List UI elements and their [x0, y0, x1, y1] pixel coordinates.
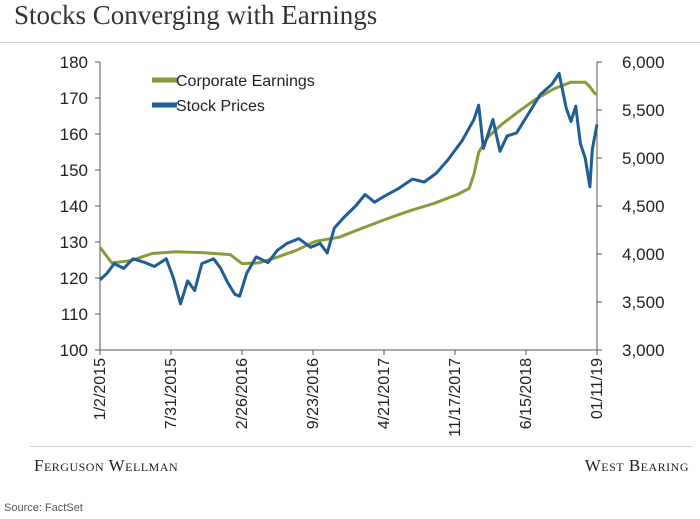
right-tick-label: 3,000	[622, 341, 665, 360]
right-tick-label: 4,500	[622, 197, 665, 216]
left-tick-label: 130	[60, 233, 88, 252]
chart-title: Stocks Converging with Earnings	[14, 0, 378, 30]
left-tick-label: 160	[60, 125, 88, 144]
source-note: Source: FactSet	[4, 502, 83, 514]
bottom-divider	[30, 446, 692, 447]
footer-brand-right: West Bearing	[584, 456, 689, 475]
left-tick-label: 100	[60, 341, 88, 360]
right-tick-label: 4,000	[622, 245, 665, 264]
footer-brand-left: Ferguson Wellman	[34, 456, 179, 475]
right-tick-label: 3,500	[622, 293, 665, 312]
x-tick-label: 2/26/2016	[234, 358, 251, 429]
right-tick-label: 6,000	[622, 53, 665, 72]
x-tick-label: 1/2/2015	[92, 358, 109, 420]
x-tick-label: 01/11/19	[589, 358, 606, 419]
x-tick-label: 11/17/2017	[447, 358, 464, 437]
right-tick-label: 5,000	[622, 149, 665, 168]
left-tick-label: 180	[60, 53, 88, 72]
left-tick-label: 120	[60, 269, 88, 288]
x-tick-label: 6/15/2018	[518, 358, 535, 429]
x-tick-label: 4/21/2017	[376, 358, 393, 429]
x-tick-label: 7/31/2015	[163, 358, 180, 429]
x-tick-label: 9/23/2016	[305, 358, 322, 429]
right-tick-label: 5,500	[622, 101, 665, 120]
series-line-corporate-earnings	[98, 80, 598, 266]
legend-label: Stock Prices	[176, 98, 265, 115]
left-tick-label: 170	[60, 89, 88, 108]
left-tick-label: 150	[60, 161, 88, 180]
chart-canvas: 100 110 120 130 140 150 160 170 180 3,000 3,500 4,0…	[60, 53, 665, 437]
legend-label: Corporate Earnings	[176, 73, 315, 90]
top-divider	[0, 42, 700, 43]
series-line-stock-prices	[98, 72, 599, 306]
left-tick-label: 140	[60, 197, 88, 216]
chart-legend: Corporate Earnings Stock Prices	[152, 73, 315, 115]
left-tick-label: 110	[61, 305, 88, 324]
